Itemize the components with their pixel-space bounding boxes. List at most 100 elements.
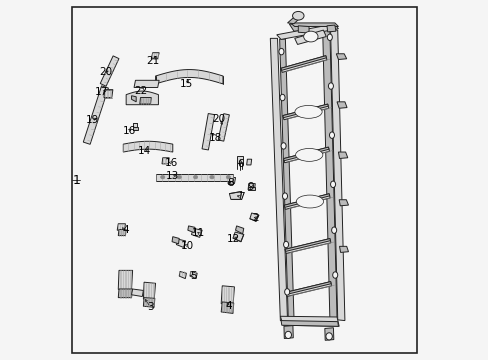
Text: 16: 16 bbox=[164, 158, 177, 168]
Ellipse shape bbox=[160, 175, 164, 179]
Text: 3: 3 bbox=[147, 302, 154, 312]
Ellipse shape bbox=[284, 289, 289, 295]
Text: 7: 7 bbox=[238, 192, 244, 202]
Text: 20: 20 bbox=[99, 67, 112, 77]
Ellipse shape bbox=[328, 83, 333, 89]
Text: 4: 4 bbox=[224, 301, 231, 311]
Polygon shape bbox=[276, 24, 338, 40]
Text: 1: 1 bbox=[73, 174, 81, 186]
Polygon shape bbox=[330, 30, 344, 320]
Polygon shape bbox=[179, 271, 186, 279]
Polygon shape bbox=[229, 192, 241, 199]
Polygon shape bbox=[285, 239, 330, 253]
Polygon shape bbox=[126, 91, 158, 105]
Ellipse shape bbox=[329, 132, 334, 138]
Ellipse shape bbox=[209, 175, 214, 179]
Polygon shape bbox=[140, 98, 151, 104]
Ellipse shape bbox=[331, 227, 336, 233]
Polygon shape bbox=[221, 302, 233, 314]
Polygon shape bbox=[235, 226, 244, 234]
Polygon shape bbox=[134, 80, 159, 87]
Polygon shape bbox=[287, 15, 302, 24]
Polygon shape bbox=[281, 56, 325, 70]
Polygon shape bbox=[326, 25, 335, 32]
Text: 20: 20 bbox=[212, 114, 225, 124]
Text: 16: 16 bbox=[122, 126, 135, 135]
Ellipse shape bbox=[330, 181, 335, 188]
Polygon shape bbox=[281, 320, 338, 326]
Polygon shape bbox=[280, 316, 339, 326]
Polygon shape bbox=[162, 158, 169, 164]
Polygon shape bbox=[270, 39, 287, 320]
Polygon shape bbox=[190, 271, 197, 279]
Polygon shape bbox=[172, 237, 179, 244]
Polygon shape bbox=[336, 54, 346, 59]
Polygon shape bbox=[176, 239, 185, 247]
Text: 6: 6 bbox=[237, 159, 244, 169]
Polygon shape bbox=[289, 24, 301, 31]
Ellipse shape bbox=[283, 241, 288, 248]
Polygon shape bbox=[227, 181, 233, 184]
Polygon shape bbox=[283, 147, 328, 161]
Text: 9: 9 bbox=[247, 182, 254, 192]
Polygon shape bbox=[246, 159, 251, 165]
Polygon shape bbox=[336, 102, 346, 108]
Polygon shape bbox=[281, 56, 326, 72]
Polygon shape bbox=[324, 328, 333, 340]
Polygon shape bbox=[131, 96, 136, 102]
Polygon shape bbox=[279, 39, 293, 318]
Polygon shape bbox=[218, 114, 229, 141]
Polygon shape bbox=[322, 30, 336, 319]
Polygon shape bbox=[294, 30, 325, 44]
Polygon shape bbox=[285, 239, 330, 251]
Polygon shape bbox=[284, 194, 329, 210]
Polygon shape bbox=[298, 26, 308, 33]
Text: 18: 18 bbox=[208, 133, 221, 143]
Text: 11: 11 bbox=[192, 228, 205, 238]
Ellipse shape bbox=[326, 34, 332, 41]
Ellipse shape bbox=[280, 94, 285, 101]
Polygon shape bbox=[143, 282, 155, 300]
Polygon shape bbox=[283, 147, 329, 163]
Text: 21: 21 bbox=[146, 56, 160, 66]
Ellipse shape bbox=[303, 31, 317, 42]
Polygon shape bbox=[339, 200, 348, 206]
Polygon shape bbox=[123, 141, 172, 152]
Ellipse shape bbox=[281, 143, 285, 149]
Text: 13: 13 bbox=[165, 171, 178, 181]
Text: 19: 19 bbox=[85, 115, 99, 125]
Polygon shape bbox=[104, 90, 113, 98]
Polygon shape bbox=[118, 229, 126, 235]
Ellipse shape bbox=[282, 193, 287, 199]
Text: 15: 15 bbox=[180, 79, 193, 89]
Text: 5: 5 bbox=[190, 271, 197, 281]
Text: 10: 10 bbox=[181, 240, 194, 251]
Polygon shape bbox=[131, 289, 143, 297]
Polygon shape bbox=[339, 246, 348, 252]
Text: 2: 2 bbox=[251, 213, 258, 222]
Text: 12: 12 bbox=[226, 234, 239, 244]
Ellipse shape bbox=[226, 175, 230, 179]
Polygon shape bbox=[249, 213, 258, 221]
Polygon shape bbox=[285, 282, 331, 297]
Polygon shape bbox=[236, 156, 242, 163]
Polygon shape bbox=[221, 286, 234, 305]
Polygon shape bbox=[247, 187, 254, 190]
Text: 4: 4 bbox=[122, 225, 128, 235]
Polygon shape bbox=[284, 194, 329, 207]
Text: 14: 14 bbox=[138, 145, 151, 156]
Polygon shape bbox=[118, 270, 132, 289]
Polygon shape bbox=[233, 232, 244, 242]
Ellipse shape bbox=[325, 333, 332, 340]
Polygon shape bbox=[282, 104, 327, 118]
Text: 22: 22 bbox=[134, 86, 147, 96]
Ellipse shape bbox=[278, 48, 284, 55]
Polygon shape bbox=[143, 298, 155, 307]
Polygon shape bbox=[187, 226, 195, 233]
Ellipse shape bbox=[177, 175, 181, 179]
Polygon shape bbox=[132, 127, 137, 130]
Ellipse shape bbox=[332, 272, 337, 278]
Polygon shape bbox=[132, 123, 137, 130]
Ellipse shape bbox=[292, 12, 304, 20]
Polygon shape bbox=[247, 184, 255, 190]
